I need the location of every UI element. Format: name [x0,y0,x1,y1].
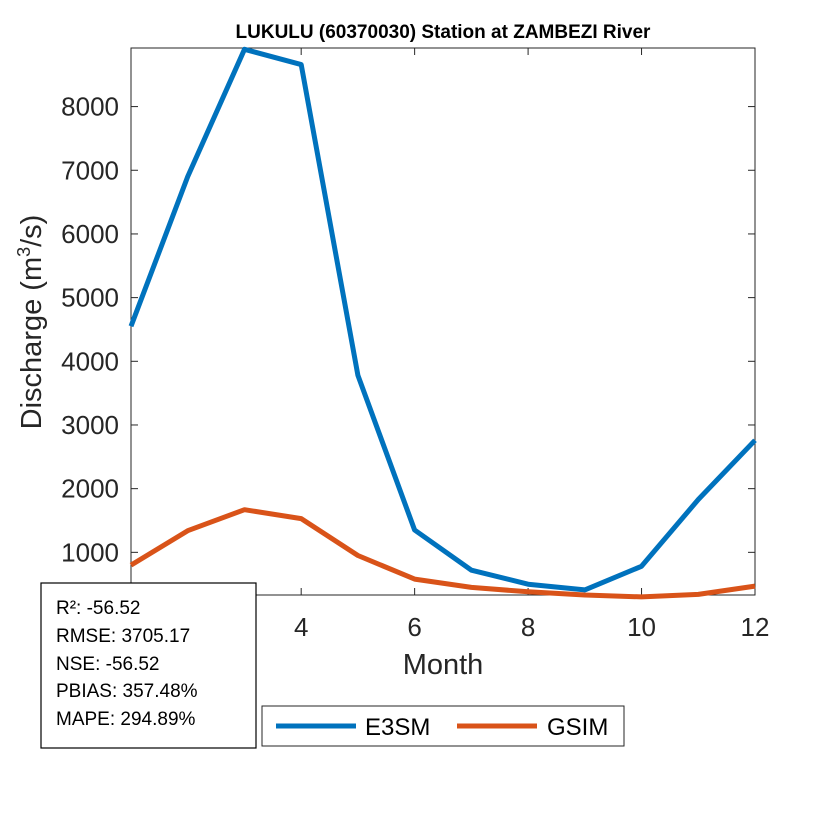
y-tick-label: 7000 [61,155,119,185]
y-axis-label: Discharge (m3/s) [14,215,48,430]
y-tick-label: 5000 [61,283,119,313]
stats-pbias: PBIAS: 357.48% [56,681,198,702]
x-axis-label: Month [403,649,484,681]
series-line-gsim [129,507,756,600]
y-tick-label: 2000 [61,474,119,504]
y-axis-label-main: Discharge (m [16,257,48,429]
stats-mape: MAPE: 294.89% [56,709,196,730]
tick-marks [131,48,756,595]
stats-rmse: RMSE: 3705.17 [56,626,190,647]
x-tick-label: 4 [294,612,308,642]
y-tick-label: 4000 [61,346,119,376]
stats-box-frame [40,582,257,749]
y-tick-labels: 1000 2000 3000 4000 5000 6000 7000 8000 [61,92,119,568]
legend-label-gsim: GSIM [547,714,608,741]
stats-r2: R²: -56.52 [56,598,140,619]
y-tick-label: 6000 [61,219,119,249]
x-tick-label: 12 [741,612,770,642]
y-tick-label: 8000 [61,92,119,122]
x-tick-labels: 4 6 8 10 12 [294,612,770,642]
y-tick-label: 1000 [61,537,119,567]
y-axis-label-sup: 3 [14,247,34,257]
x-tick-label: 10 [627,612,656,642]
series-line-e3sm [128,46,757,593]
y-tick-label: 3000 [61,410,119,440]
chart-title: LUKULU (60370030) Station at ZAMBEZI Riv… [236,22,652,43]
y-axis-label-end: /s) [16,215,48,247]
stats-nse: NSE: -56.52 [56,654,160,675]
legend: E3SM GSIM [261,705,625,747]
series-lines [128,46,757,600]
plot-area [130,47,756,596]
legend-label-e3sm: E3SM [365,714,430,741]
x-tick-label: 6 [407,612,421,642]
x-tick-label: 8 [521,612,535,642]
stats-box: R²: -56.52 RMSE: 3705.17 NSE: -56.52 PBI… [40,582,257,749]
